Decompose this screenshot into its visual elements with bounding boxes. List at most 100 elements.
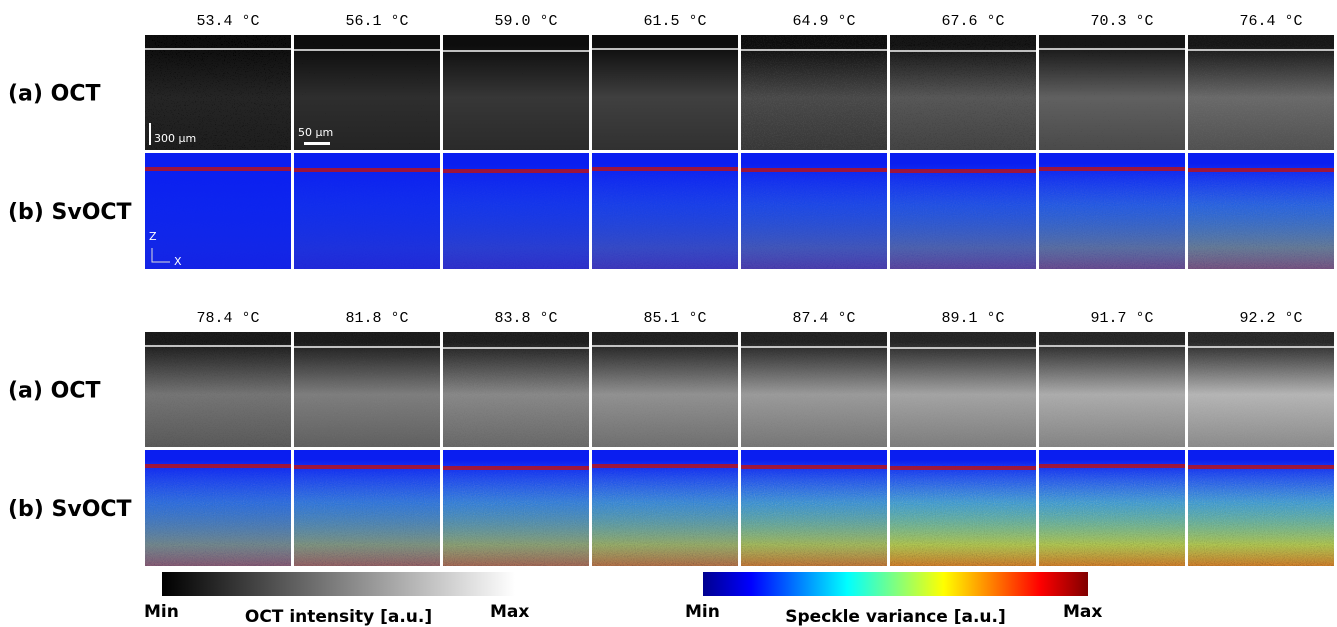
svoct-surface xyxy=(741,465,887,469)
temperature-label: 67.6 °C xyxy=(941,13,1004,30)
oct-texture xyxy=(443,342,589,447)
oct-texture xyxy=(294,342,440,447)
temperature-label: 70.3 °C xyxy=(1090,13,1153,30)
oct-surface xyxy=(592,48,738,50)
temperature-label: 92.2 °C xyxy=(1239,310,1302,327)
oct-texture xyxy=(1188,45,1334,150)
colorbar-max: Max xyxy=(1063,602,1102,622)
oct-surface xyxy=(1188,49,1334,51)
svoct-surface xyxy=(1039,464,1185,468)
oct-texture xyxy=(294,45,440,150)
svoct-surface xyxy=(890,466,1036,470)
svoct-surface xyxy=(1039,167,1185,171)
oct-texture xyxy=(592,45,738,150)
colorbar-min: Min xyxy=(144,602,179,622)
svoct-surface xyxy=(592,167,738,171)
svoct-surface xyxy=(741,168,887,172)
oct-surface xyxy=(592,345,738,347)
temperature-label: 61.5 °C xyxy=(643,13,706,30)
oct-surface xyxy=(145,48,291,50)
temperature-label: 81.8 °C xyxy=(345,310,408,327)
oct-texture xyxy=(145,342,291,447)
svoct-texture xyxy=(294,460,440,566)
row-label: (a) OCT xyxy=(8,379,100,404)
oct-texture xyxy=(890,45,1036,150)
svoct-surface xyxy=(294,168,440,172)
temperature-label: 64.9 °C xyxy=(792,13,855,30)
oct-surface xyxy=(443,50,589,52)
oct-surface xyxy=(1039,48,1185,50)
scale-bar xyxy=(304,142,330,145)
temperature-label: 56.1 °C xyxy=(345,13,408,30)
svoct-surface xyxy=(1188,465,1334,469)
oct-surface xyxy=(1188,346,1334,348)
oct-texture xyxy=(1188,342,1334,447)
oct-texture xyxy=(145,45,291,150)
scale-bar-label: 300 µm xyxy=(154,132,196,145)
oct-surface xyxy=(890,50,1036,52)
axis-arrows xyxy=(151,248,170,263)
svoct-texture xyxy=(145,163,291,269)
colorbar xyxy=(162,572,515,596)
oct-surface xyxy=(1039,345,1185,347)
svoct-surface xyxy=(443,466,589,470)
svoct-texture xyxy=(741,163,887,269)
axis-label: Z xyxy=(149,230,157,243)
temperature-label: 89.1 °C xyxy=(941,310,1004,327)
svoct-surface xyxy=(145,167,291,171)
temperature-label: 76.4 °C xyxy=(1239,13,1302,30)
temperature-label: 78.4 °C xyxy=(196,310,259,327)
oct-surface xyxy=(145,345,291,347)
temperature-label: 87.4 °C xyxy=(792,310,855,327)
oct-texture xyxy=(890,342,1036,447)
axis-label: X xyxy=(174,255,182,268)
oct-surface xyxy=(890,347,1036,349)
temperature-label: 91.7 °C xyxy=(1090,310,1153,327)
svoct-texture xyxy=(443,460,589,566)
svoct-texture xyxy=(1188,460,1334,566)
svoct-surface xyxy=(1188,168,1334,172)
oct-surface xyxy=(443,347,589,349)
svoct-texture xyxy=(145,460,291,566)
scale-bar-label: 50 µm xyxy=(298,126,333,139)
oct-texture xyxy=(741,45,887,150)
colorbar-max: Max xyxy=(490,602,529,622)
svoct-surface xyxy=(145,464,291,468)
temperature-label: 53.4 °C xyxy=(196,13,259,30)
svoct-surface xyxy=(443,169,589,173)
colorbar xyxy=(703,572,1088,596)
colorbar-label: Speckle variance [a.u.] xyxy=(785,607,1006,627)
svoct-texture xyxy=(294,163,440,269)
svoct-texture xyxy=(890,163,1036,269)
oct-surface xyxy=(294,346,440,348)
colorbar-label: OCT intensity [a.u.] xyxy=(245,607,432,627)
row-label: (b) SvOCT xyxy=(8,497,132,522)
oct-texture xyxy=(592,342,738,447)
oct-surface xyxy=(741,346,887,348)
row-label: (b) SvOCT xyxy=(8,200,132,225)
svoct-texture xyxy=(443,163,589,269)
svoct-texture xyxy=(592,460,738,566)
svoct-surface xyxy=(890,169,1036,173)
colorbar-min: Min xyxy=(685,602,720,622)
oct-texture xyxy=(1039,45,1185,150)
svoct-texture xyxy=(1039,460,1185,566)
svoct-texture xyxy=(1039,163,1185,269)
oct-texture xyxy=(443,45,589,150)
svoct-surface xyxy=(294,465,440,469)
svoct-texture xyxy=(592,163,738,269)
svoct-surface xyxy=(592,464,738,468)
temperature-label: 85.1 °C xyxy=(643,310,706,327)
scale-bar xyxy=(149,123,151,145)
svoct-texture xyxy=(741,460,887,566)
svoct-texture xyxy=(890,460,1036,566)
oct-surface xyxy=(294,49,440,51)
svoct-texture xyxy=(1188,163,1334,269)
row-label: (a) OCT xyxy=(8,82,100,107)
temperature-label: 59.0 °C xyxy=(494,13,557,30)
oct-surface xyxy=(741,49,887,51)
oct-texture xyxy=(741,342,887,447)
temperature-label: 83.8 °C xyxy=(494,310,557,327)
oct-texture xyxy=(1039,342,1185,447)
